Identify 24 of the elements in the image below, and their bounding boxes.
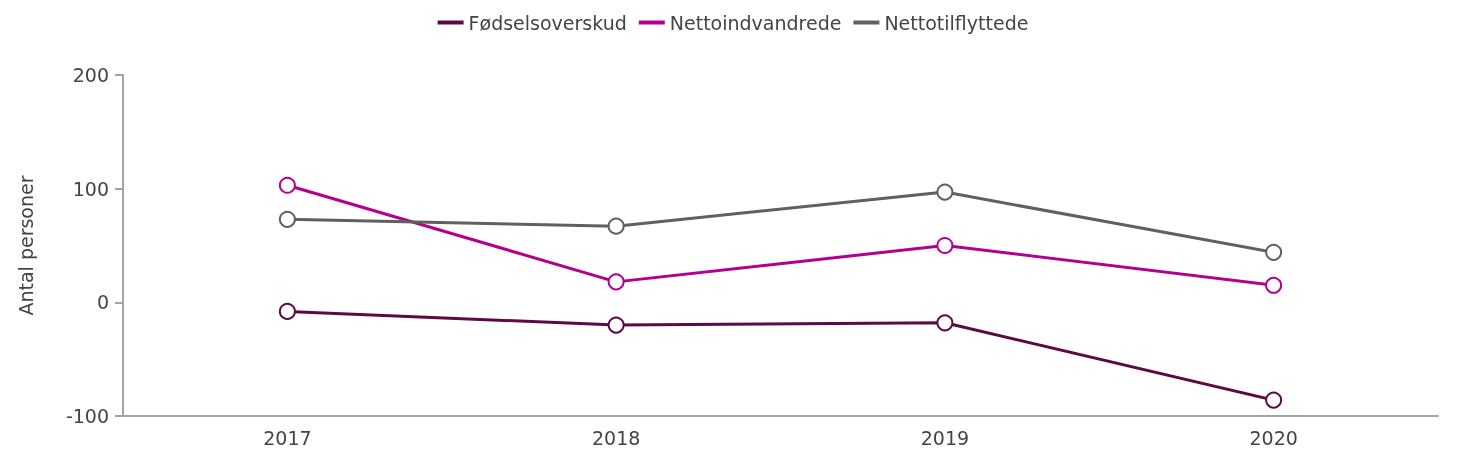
point: [278, 302, 296, 320]
legend-label: Fødselsoverskud: [468, 11, 627, 34]
x-tick-label: 2018: [591, 426, 641, 449]
y-tick-label: 0: [96, 291, 109, 314]
point: [607, 273, 625, 291]
point: [936, 183, 954, 201]
y-axis-title: Antal personer: [14, 175, 37, 316]
point: [936, 314, 954, 332]
point: [607, 316, 625, 334]
point: [1265, 391, 1283, 409]
y-tick-label: -100: [65, 405, 109, 427]
x-tick-label: 2019: [920, 426, 970, 449]
point: [278, 210, 296, 228]
y-tick-label: 200: [72, 64, 109, 86]
point: [278, 176, 296, 194]
legend-label: Nettoindvandrede: [669, 11, 842, 34]
point: [1265, 243, 1283, 261]
point: [607, 217, 625, 235]
x-tick-label: 2017: [263, 426, 312, 449]
legend-label: Nettotilflyttede: [884, 11, 1029, 34]
y-tick-label: 100: [72, 177, 109, 200]
point: [936, 237, 954, 254]
point: [1265, 276, 1283, 294]
x-tick-label: 2020: [1249, 426, 1298, 449]
